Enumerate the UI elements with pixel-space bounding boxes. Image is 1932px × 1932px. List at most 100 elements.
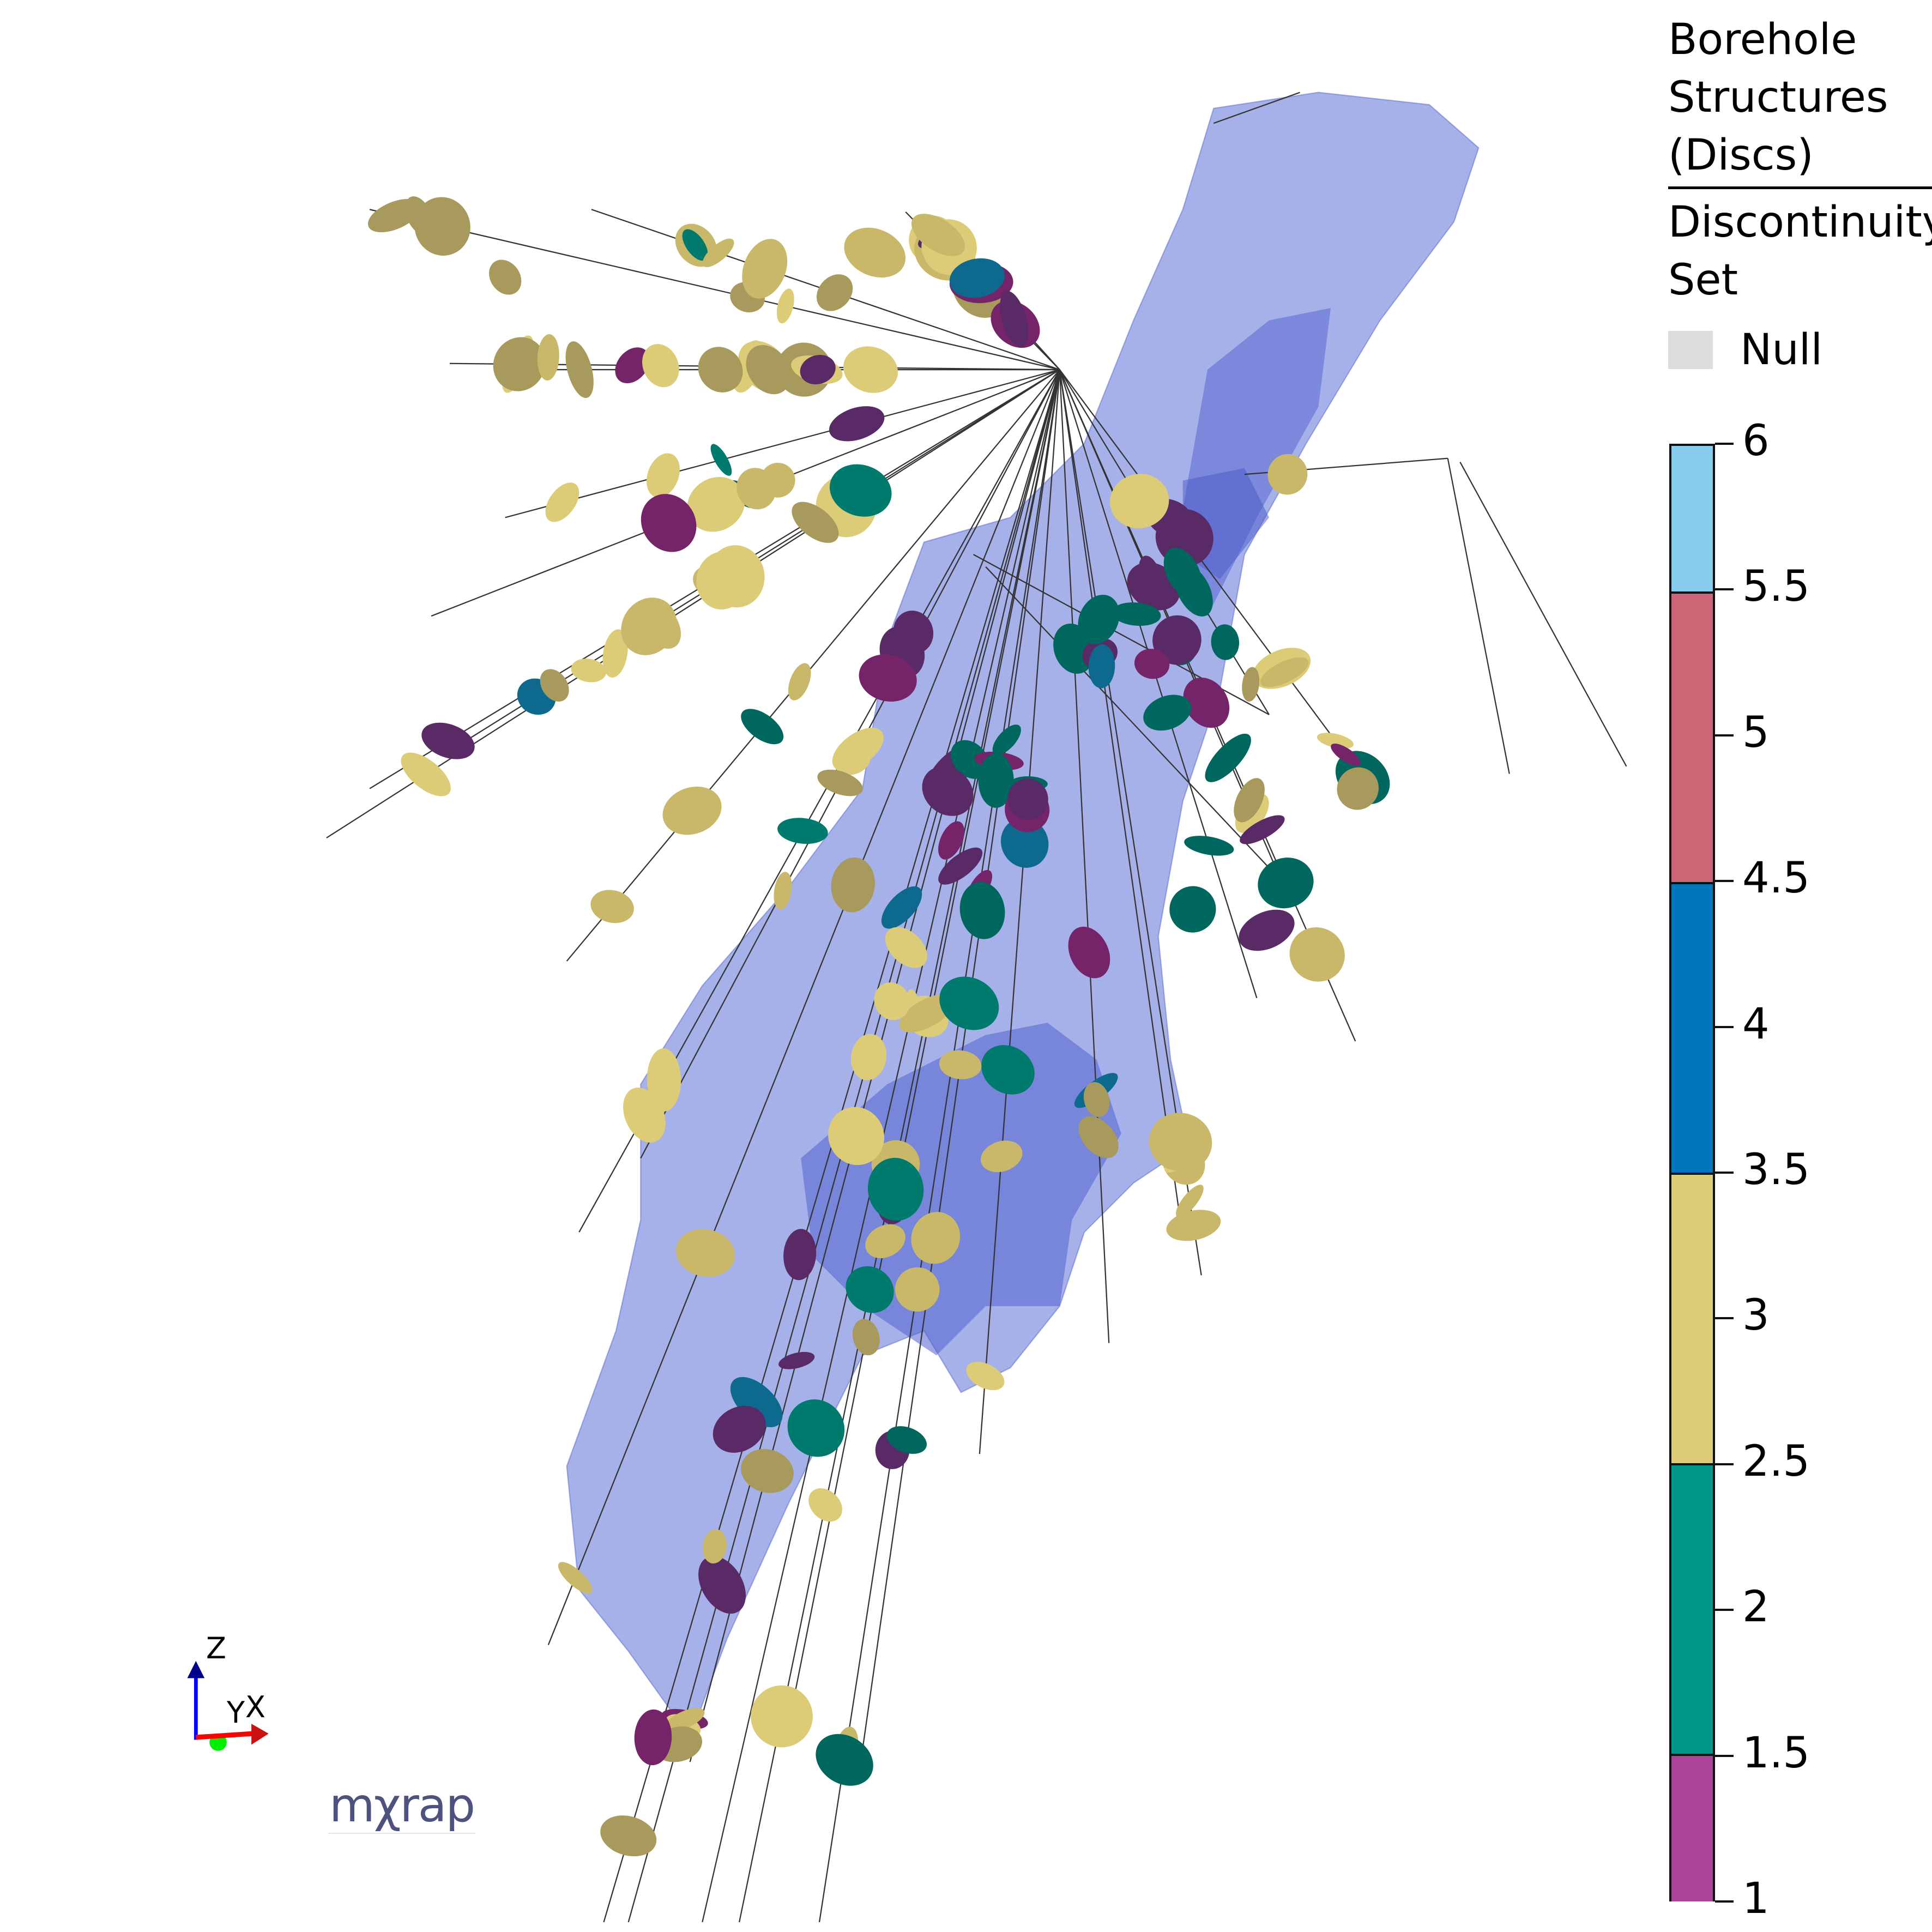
structure-disc <box>742 239 788 299</box>
structure-disc <box>1143 695 1192 731</box>
structure-disc <box>1083 1082 1110 1118</box>
structure-disc <box>590 890 634 923</box>
structure-disc <box>1267 454 1308 495</box>
structure-disc <box>808 1488 842 1522</box>
structure-disc <box>852 1319 880 1356</box>
structure-disc <box>1169 886 1216 933</box>
colorbar <box>1669 444 1715 1901</box>
borehole-trace <box>505 369 1060 518</box>
structure-disc <box>545 482 579 522</box>
structure-disc <box>1068 926 1110 979</box>
colorbar-tick-label: 4.5 <box>1742 854 1810 903</box>
structure-disc <box>817 769 863 796</box>
structure-disc <box>1258 858 1314 909</box>
structure-disc <box>751 1685 813 1748</box>
axes-triad <box>187 1661 269 1751</box>
structure-disc <box>665 1708 705 1732</box>
structure-disc <box>774 872 792 910</box>
structure-disc <box>629 606 669 647</box>
legend-divider <box>1668 186 1932 189</box>
structure-disc <box>710 444 732 476</box>
structure-disc <box>571 659 606 683</box>
structure-disc <box>1078 1116 1119 1158</box>
structure-disc <box>1205 733 1251 782</box>
structure-disc <box>405 196 433 235</box>
borehole-trace <box>326 369 1060 838</box>
structure-disc <box>702 1529 727 1564</box>
colorbar-band <box>1671 1463 1713 1756</box>
borehole-trace <box>1059 369 1381 801</box>
borehole-trace <box>1447 458 1510 774</box>
structure-disc <box>537 334 559 381</box>
structure-disc <box>867 1157 924 1221</box>
structure-disc <box>1211 624 1240 660</box>
structure-disc <box>493 337 546 391</box>
structure-disc <box>741 1449 794 1493</box>
structure-disc <box>792 502 839 543</box>
structure-disc <box>1337 767 1379 810</box>
structure-disc <box>846 1266 894 1313</box>
structure-disc <box>829 406 885 442</box>
structure-disc <box>800 355 836 385</box>
structure-disc <box>865 1224 905 1258</box>
structure-disc <box>895 1267 940 1312</box>
colorbar-tick-label: 3 <box>1742 1291 1770 1341</box>
structure-disc <box>713 1405 766 1453</box>
borehole-trace <box>985 566 1282 882</box>
structure-disc <box>922 766 974 816</box>
structure-disc <box>881 886 922 929</box>
colorbar-band <box>1671 1754 1713 1901</box>
colorbar-tick <box>1715 1609 1734 1611</box>
structure-disc <box>992 724 1021 755</box>
structure-disc <box>662 786 722 835</box>
structure-disc <box>886 1426 927 1454</box>
structure-disc <box>1242 667 1260 702</box>
structure-disc <box>828 1107 885 1166</box>
structure-disc <box>1240 815 1285 844</box>
structure-disc <box>540 669 569 702</box>
structure-disc <box>1007 778 1048 820</box>
structure-disc <box>1289 927 1345 982</box>
structure-disc <box>966 1362 1005 1391</box>
structure-disc <box>675 1229 735 1277</box>
structure-disc <box>959 882 1005 939</box>
structure-disc <box>1088 644 1115 689</box>
structure-disc <box>1166 1210 1221 1241</box>
structure-disc <box>736 468 776 510</box>
structure-disc <box>1260 657 1309 687</box>
colorbar-tick-label: 3.5 <box>1742 1145 1810 1194</box>
structure-disc <box>401 752 451 796</box>
structure-disc <box>939 976 999 1030</box>
structure-disc <box>1317 733 1354 749</box>
structure-disc <box>647 453 680 498</box>
colorbar-tick <box>1715 1463 1734 1465</box>
structure-disc <box>1176 1185 1204 1217</box>
colorbar-tick <box>1715 880 1734 883</box>
structure-disc <box>602 629 628 678</box>
structure-disc <box>980 1140 1023 1173</box>
borehole-trace <box>566 369 1060 962</box>
structure-disc <box>746 345 791 395</box>
structure-disc <box>776 288 794 324</box>
colorbar-tick <box>1715 1317 1734 1320</box>
structure-disc <box>893 611 934 654</box>
colorbar-tick-label: 5 <box>1742 708 1770 757</box>
legend: Borehole Structures (Discs) Discontinuit… <box>1668 11 1932 375</box>
structure-disc <box>816 1734 873 1786</box>
structure-disc <box>1184 836 1234 856</box>
structure-disc <box>1000 818 1049 868</box>
structure-disc <box>489 259 522 295</box>
colorbar-tick-label: 1 <box>1742 1874 1770 1923</box>
colorbar-tick <box>1715 588 1734 591</box>
structure-disc <box>874 982 910 1021</box>
structure-disc <box>938 821 965 860</box>
borehole-trace <box>1059 369 1184 1239</box>
axis-label-y: Y <box>227 1695 245 1730</box>
structure-disc <box>565 341 594 399</box>
structure-disc <box>1138 556 1165 608</box>
structure-disc <box>647 1048 681 1112</box>
borehole-trace <box>468 369 1060 740</box>
structure-disc <box>859 654 917 702</box>
